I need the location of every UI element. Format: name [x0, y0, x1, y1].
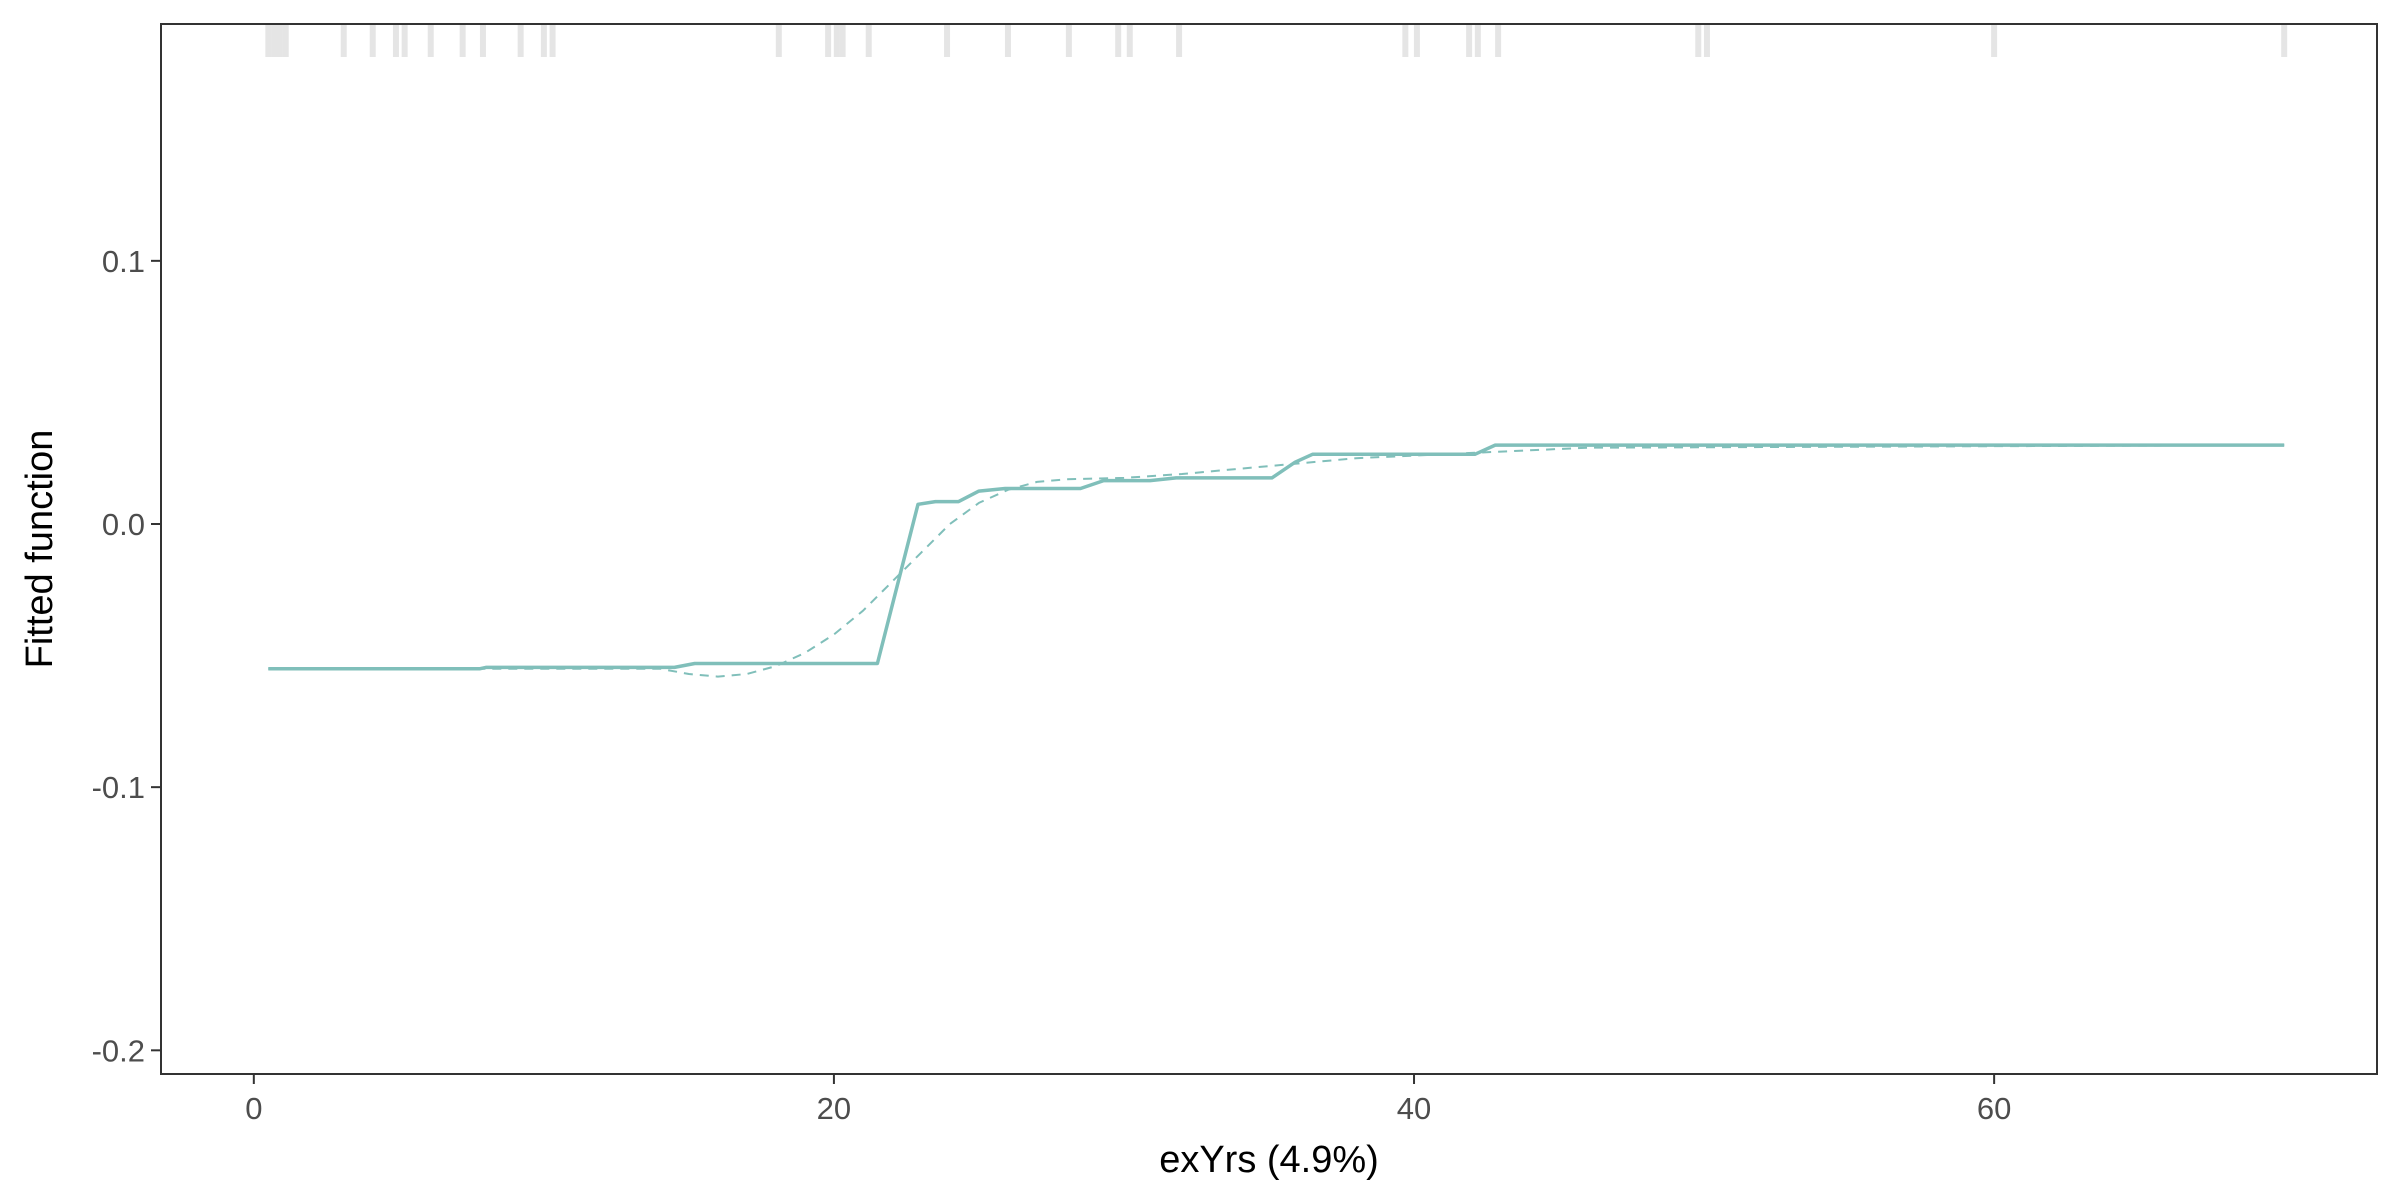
x-axis-title: exYrs (4.9%) — [1159, 1139, 1379, 1181]
x-tick-label: 60 — [1977, 1091, 2011, 1126]
x-tick-label: 0 — [245, 1091, 262, 1126]
x-axis-ticks: 0 20 40 60 — [245, 1074, 2011, 1126]
y-axis-ticks: -0.2 -0.1 0.0 0.1 — [92, 244, 161, 1068]
x-tick-label: 20 — [817, 1091, 851, 1126]
smooth-dashed-line — [268, 444, 2285, 678]
plot-panel-border — [160, 23, 2378, 1075]
y-tick-label: -0.1 — [92, 770, 145, 805]
rug-marks — [265, 25, 2288, 57]
x-tick-label: 40 — [1397, 1091, 1431, 1126]
series-lines — [268, 443, 2285, 678]
fitted-step-line — [268, 443, 2285, 671]
y-tick-label: 0.0 — [102, 507, 145, 542]
y-tick-label: 0.1 — [102, 244, 145, 279]
y-tick-label: -0.2 — [92, 1033, 145, 1068]
y-axis-title: Fitted function — [19, 430, 61, 669]
